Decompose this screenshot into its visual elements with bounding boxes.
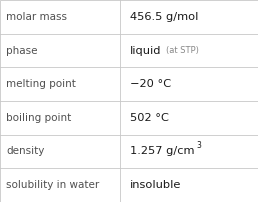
- Text: 456.5 g/mol: 456.5 g/mol: [130, 12, 199, 22]
- Text: 1.257 g/cm: 1.257 g/cm: [130, 146, 195, 157]
- Text: melting point: melting point: [6, 79, 76, 89]
- Text: 502 °C: 502 °C: [130, 113, 169, 123]
- Text: 3: 3: [196, 141, 201, 150]
- Text: insoluble: insoluble: [130, 180, 182, 190]
- Text: (at STP): (at STP): [166, 46, 199, 55]
- Text: density: density: [6, 146, 45, 157]
- Text: molar mass: molar mass: [6, 12, 67, 22]
- Text: liquid: liquid: [130, 45, 162, 56]
- Text: solubility in water: solubility in water: [6, 180, 100, 190]
- Text: boiling point: boiling point: [6, 113, 72, 123]
- Text: −20 °C: −20 °C: [130, 79, 171, 89]
- Text: phase: phase: [6, 45, 38, 56]
